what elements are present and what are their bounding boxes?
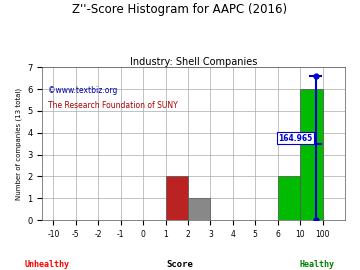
Text: Z''-Score Histogram for AAPC (2016): Z''-Score Histogram for AAPC (2016) <box>72 3 288 16</box>
Bar <box>300 89 323 220</box>
Text: 164.965: 164.965 <box>278 134 312 143</box>
Bar <box>278 176 300 220</box>
Text: ©www.textbiz.org: ©www.textbiz.org <box>48 86 118 94</box>
Y-axis label: Number of companies (13 total): Number of companies (13 total) <box>15 88 22 200</box>
Text: The Research Foundation of SUNY: The Research Foundation of SUNY <box>48 101 178 110</box>
Text: Healthy: Healthy <box>299 260 334 269</box>
Title: Industry: Shell Companies: Industry: Shell Companies <box>130 56 257 66</box>
Text: Unhealthy: Unhealthy <box>24 260 69 269</box>
Bar <box>166 176 188 220</box>
Text: Score: Score <box>167 260 193 269</box>
Bar <box>188 198 210 220</box>
